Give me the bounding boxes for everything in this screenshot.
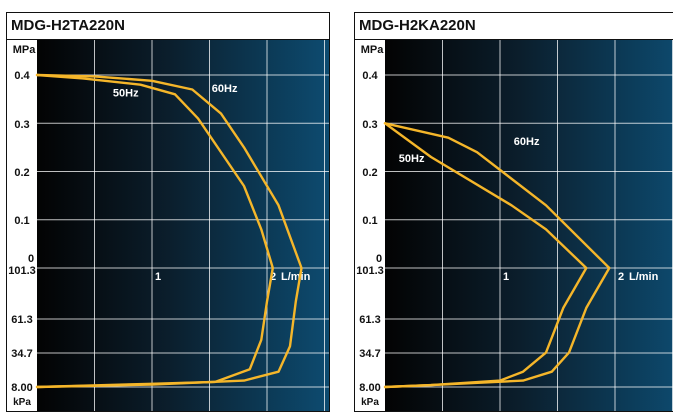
x-unit-label: L/min: [629, 271, 659, 283]
series-label: 50Hz: [399, 153, 425, 165]
chart-title: MDG-H2TA220N: [7, 13, 329, 40]
y-tick-label: 0.2: [14, 167, 29, 179]
y-tick-label: 0.1: [14, 215, 29, 227]
y-tick-label: 0.4: [14, 70, 30, 82]
x-tick-label: 2: [270, 271, 276, 283]
y-tick-label: 8.00: [359, 382, 380, 394]
y-tick-label: 101.3: [356, 265, 384, 277]
series-line-60hz: [35, 73, 303, 389]
series-label: 60Hz: [514, 136, 540, 148]
chart-panel-h2ta: MDG-H2TA220N MPa 0.4 0.3 0.2 0.1 0 101.3 61.3 34…: [6, 12, 330, 412]
y-unit-top: MPa: [361, 44, 385, 56]
x-tick-label: 2: [618, 271, 624, 283]
chart-panel-h2ka: MDG-H2KA220N MPa 0.4 0.3 0.2 0.1 0 101.3 61.3 34…: [354, 12, 673, 412]
x-tick-label: 1: [155, 271, 161, 283]
axis-background: [355, 40, 385, 411]
x-tick-label: 1: [503, 271, 509, 283]
y-unit-top: MPa: [13, 44, 37, 56]
y-tick-label: 8.00: [11, 382, 32, 394]
y-tick-label: 61.3: [11, 314, 32, 326]
y-tick-label: 34.7: [11, 348, 32, 360]
y-tick-label: 61.3: [359, 314, 380, 326]
y-tick-label: 0: [376, 253, 382, 265]
y-tick-label: 0.3: [14, 119, 29, 131]
y-tick-label: 0.2: [362, 167, 377, 179]
axis-background: [7, 40, 37, 411]
series-label: 50Hz: [113, 88, 139, 100]
series-line-60hz: [383, 122, 611, 389]
chart-title: MDG-H2KA220N: [355, 13, 673, 40]
series-label: 60Hz: [212, 83, 238, 95]
y-tick-label: 0.4: [362, 70, 378, 82]
y-tick-label: 0.3: [362, 119, 377, 131]
y-tick-label: 34.7: [359, 348, 380, 360]
x-unit-label: L/min: [281, 271, 311, 283]
y-tick-label: 0: [28, 253, 34, 265]
y-tick-label: 101.3: [8, 265, 36, 277]
y-tick-label: 0.1: [362, 215, 377, 227]
plot-background: [385, 40, 673, 411]
